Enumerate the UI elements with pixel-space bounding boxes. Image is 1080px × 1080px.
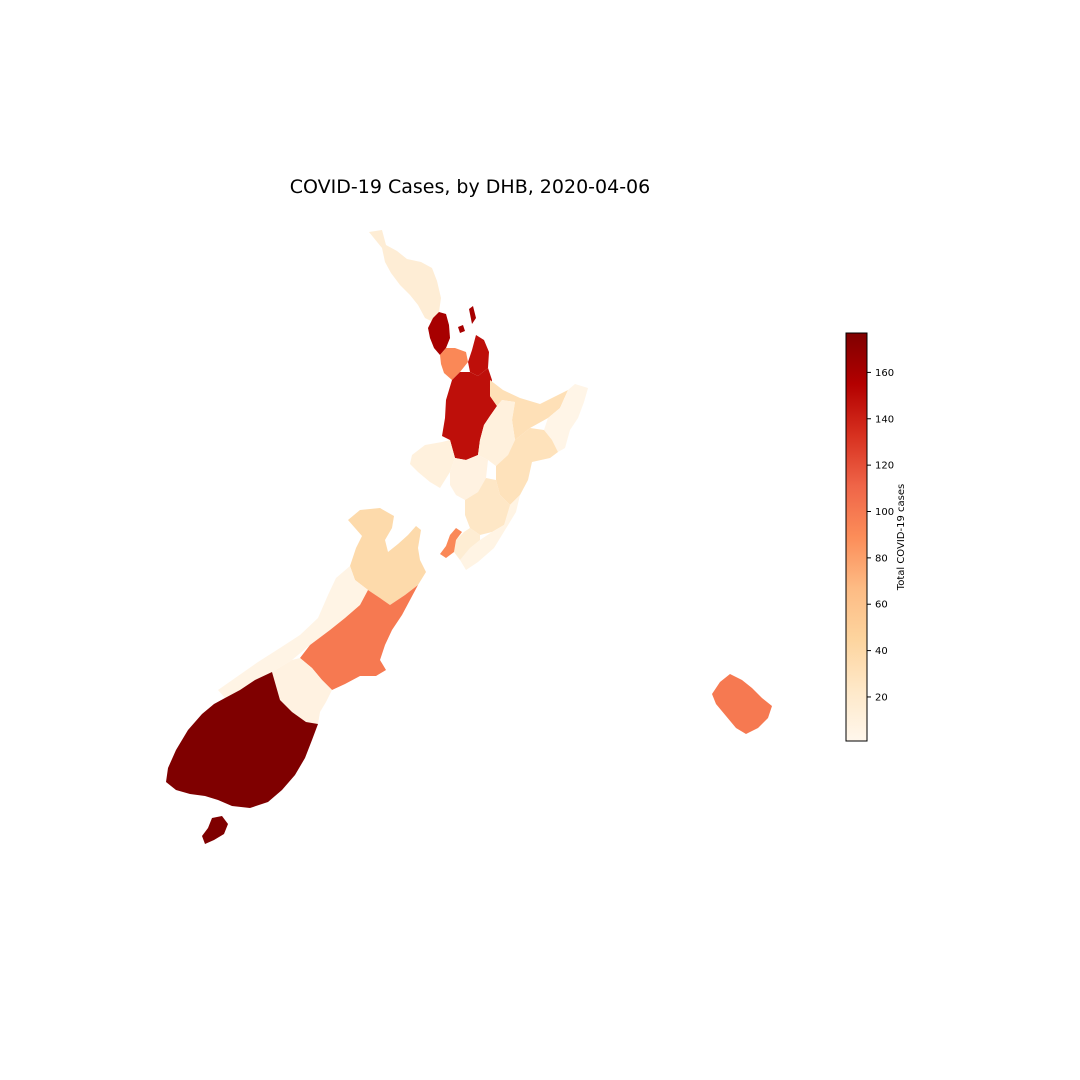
colorbar-tick-label: 60 bbox=[875, 600, 888, 611]
region-northland bbox=[369, 230, 441, 322]
region-tairawhiti bbox=[544, 384, 588, 452]
region-west-coast bbox=[218, 566, 368, 698]
colorbar-tick-label: 140 bbox=[875, 414, 894, 425]
region-canterbury bbox=[300, 585, 418, 690]
region-chatham-islands bbox=[712, 674, 772, 734]
colorbar-label: Total COVID-19 cases bbox=[896, 484, 907, 591]
colorbar-tick-label: 160 bbox=[875, 368, 894, 379]
colorbar-gradient bbox=[845, 332, 868, 742]
region-layer bbox=[166, 230, 772, 844]
region-southern bbox=[166, 672, 318, 808]
region-auckland bbox=[440, 348, 468, 380]
region-hutt-valley bbox=[454, 528, 480, 560]
colorbar-tick-label: 120 bbox=[875, 461, 894, 472]
colorbar-ticks: 20 40 60 80 100 120 140 160 bbox=[867, 368, 894, 703]
region-wairarapa bbox=[460, 495, 520, 570]
region-taranaki bbox=[410, 440, 455, 488]
region-waitemata bbox=[428, 312, 450, 355]
region-nelson-marlborough bbox=[348, 508, 426, 605]
colorbar: 20 40 60 80 100 120 140 160 Total COVID-19 case… bbox=[845, 332, 907, 742]
region-bay-of-plenty bbox=[490, 380, 568, 440]
region-waitemata-islands bbox=[458, 306, 476, 333]
colorbar-tick-label: 80 bbox=[875, 553, 888, 564]
colorbar-tick-label: 20 bbox=[875, 692, 888, 703]
region-midcentral bbox=[465, 478, 512, 535]
region-waikato bbox=[442, 368, 497, 460]
region-southern-stewart-island bbox=[202, 816, 228, 844]
region-counties-manukau bbox=[468, 335, 489, 376]
region-whanganui bbox=[450, 455, 488, 500]
region-south-canterbury bbox=[272, 658, 332, 724]
colorbar-tick-label: 100 bbox=[875, 507, 894, 518]
region-lakes bbox=[478, 400, 515, 466]
region-hawkes-bay bbox=[496, 428, 558, 505]
colorbar-tick-label: 40 bbox=[875, 646, 888, 657]
region-capital-coast bbox=[440, 528, 462, 558]
map-title: COVID-19 Cases, by DHB, 2020-04-06 bbox=[290, 176, 650, 198]
